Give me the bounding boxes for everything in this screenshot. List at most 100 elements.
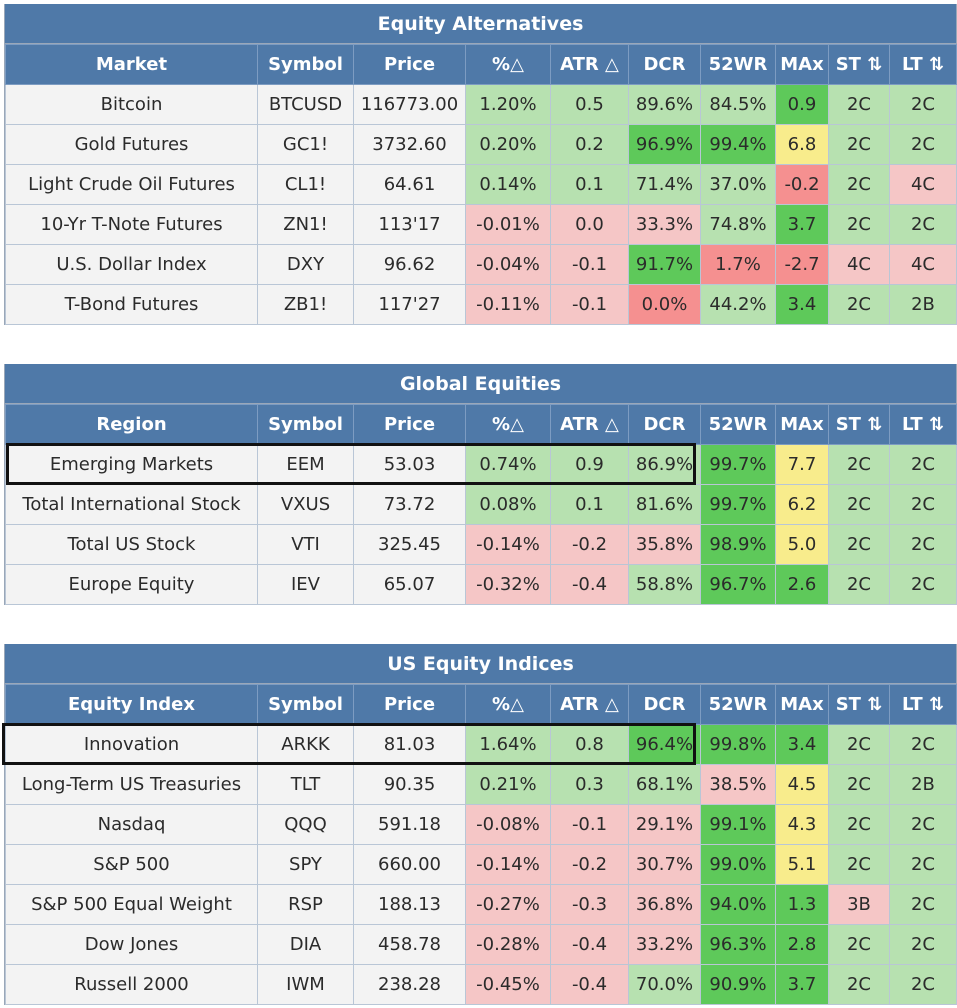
col-header-symbol: Symbol <box>257 44 354 85</box>
col-header-atr-change: ATR △ <box>550 44 629 85</box>
cell-pct-change: -0.11% <box>465 284 551 325</box>
col-header-pct-change: %△ <box>465 404 551 445</box>
cell-st: 2C <box>828 764 890 805</box>
cell-lt: 2C <box>889 124 957 165</box>
cell-52wr: 99.0% <box>700 844 776 885</box>
table-row: 10-Yr T-Note Futures ZN1! 113'17 -0.01% 0.0 3… <box>5 204 957 245</box>
cell-dcr: 0.0% <box>628 284 701 325</box>
cell-max: 3.7 <box>775 964 829 1005</box>
cell-52wr: 99.7% <box>700 484 776 525</box>
cell-name: Light Crude Oil Futures <box>5 164 258 205</box>
cell-dcr: 58.8% <box>628 564 701 605</box>
cell-st: 2C <box>828 124 890 165</box>
cell-symbol: BTCUSD <box>257 84 354 125</box>
cell-atr-change: -0.1 <box>550 244 629 285</box>
cell-symbol: CL1! <box>257 164 354 205</box>
cell-st: 2C <box>828 724 890 765</box>
cell-price: 64.61 <box>353 164 466 205</box>
cell-52wr: 74.8% <box>700 204 776 245</box>
col-header-dcr: DCR <box>628 404 701 445</box>
cell-price: 325.45 <box>353 524 466 565</box>
cell-name: Gold Futures <box>5 124 258 165</box>
cell-lt: 2C <box>889 484 957 525</box>
cell-lt: 4C <box>889 164 957 205</box>
cell-name: Nasdaq <box>5 804 258 845</box>
cell-lt: 2C <box>889 724 957 765</box>
cell-dcr: 36.8% <box>628 884 701 925</box>
cell-dcr: 81.6% <box>628 484 701 525</box>
cell-st: 2C <box>828 924 890 965</box>
cell-52wr: 44.2% <box>700 284 776 325</box>
col-header-dcr: DCR <box>628 44 701 85</box>
col-header-max: MAx <box>775 44 829 85</box>
cell-price: 188.13 <box>353 884 466 925</box>
cell-price: 73.72 <box>353 484 466 525</box>
col-header-52wr: 52WR <box>700 684 776 725</box>
cell-dcr: 71.4% <box>628 164 701 205</box>
table-row: S&P 500 SPY 660.00 -0.14% -0.2 30.7% 99.0% 5.1 2… <box>5 844 957 885</box>
col-header-dcr: DCR <box>628 684 701 725</box>
cell-pct-change: -0.28% <box>465 924 551 965</box>
cell-max: 4.3 <box>775 804 829 845</box>
cell-atr-change: 0.9 <box>550 444 629 485</box>
cell-dcr: 33.3% <box>628 204 701 245</box>
col-header-price: Price <box>353 684 466 725</box>
col-header-lt: LT ⇅ <box>889 404 957 445</box>
col-header-52wr: 52WR <box>700 404 776 445</box>
cell-price: 660.00 <box>353 844 466 885</box>
cell-symbol: VXUS <box>257 484 354 525</box>
cell-symbol: GC1! <box>257 124 354 165</box>
cell-dcr: 35.8% <box>628 524 701 565</box>
cell-pct-change: 0.08% <box>465 484 551 525</box>
cell-price: 81.03 <box>353 724 466 765</box>
cell-max: 1.3 <box>775 884 829 925</box>
cell-max: 2.6 <box>775 564 829 605</box>
cell-max: 5.1 <box>775 844 829 885</box>
cell-st: 2C <box>828 284 890 325</box>
cell-max: 5.0 <box>775 524 829 565</box>
cell-max: 0.9 <box>775 84 829 125</box>
section-equity-alternatives: Equity Alternatives Market Symbol Price %△ A… <box>4 4 957 325</box>
cell-lt: 2B <box>889 284 957 325</box>
cell-symbol: ARKK <box>257 724 354 765</box>
cell-symbol: QQQ <box>257 804 354 845</box>
cell-52wr: 37.0% <box>700 164 776 205</box>
cell-name: Innovation <box>5 724 258 765</box>
cell-st: 2C <box>828 444 890 485</box>
cell-atr-change: -0.4 <box>550 924 629 965</box>
cell-atr-change: 0.5 <box>550 84 629 125</box>
col-header-name: Equity Index <box>5 684 258 725</box>
cell-lt: 2C <box>889 844 957 885</box>
cell-52wr: 38.5% <box>700 764 776 805</box>
cell-symbol: RSP <box>257 884 354 925</box>
table-row: Emerging Markets EEM 53.03 0.74% 0.9 86.9% 99.… <box>5 444 957 485</box>
cell-st: 2C <box>828 844 890 885</box>
cell-atr-change: -0.1 <box>550 284 629 325</box>
table-row: Europe Equity IEV 65.07 -0.32% -0.4 58.8% 96.7… <box>5 564 957 605</box>
cell-name: Dow Jones <box>5 924 258 965</box>
cell-dcr: 30.7% <box>628 844 701 885</box>
cell-pct-change: -0.27% <box>465 884 551 925</box>
table-row: Light Crude Oil Futures CL1! 64.61 0.14% 0.1… <box>5 164 957 205</box>
table-row: Gold Futures GC1! 3732.60 0.20% 0.2 96.9% 99.4… <box>5 124 957 165</box>
cell-dcr: 33.2% <box>628 924 701 965</box>
cell-st: 2C <box>828 164 890 205</box>
table-row: Bitcoin BTCUSD 116773.00 1.20% 0.5 89.6% 84.5%… <box>5 84 957 125</box>
table-row: Innovation ARKK 81.03 1.64% 0.8 96.4% 99.8% 3.4… <box>5 724 957 765</box>
cell-lt: 4C <box>889 244 957 285</box>
header-row: Market Symbol Price %△ ATR △ DCR 52WR MAx ST ⇅ LT… <box>5 44 957 85</box>
cell-dcr: 91.7% <box>628 244 701 285</box>
col-header-price: Price <box>353 404 466 445</box>
table-row: Total International Stock VXUS 73.72 0.08% 0… <box>5 484 957 525</box>
cell-name: Bitcoin <box>5 84 258 125</box>
col-header-st: ST ⇅ <box>828 404 890 445</box>
cell-lt: 2C <box>889 204 957 245</box>
cell-pct-change: -0.32% <box>465 564 551 605</box>
table-equity-alternatives: Market Symbol Price %△ ATR △ DCR 52WR MAx ST ⇅ LT… <box>5 44 957 325</box>
cell-name: S&P 500 Equal Weight <box>5 884 258 925</box>
table-row: Dow Jones DIA 458.78 -0.28% -0.4 33.2% 96.3% 2.… <box>5 924 957 965</box>
cell-pct-change: 0.21% <box>465 764 551 805</box>
cell-name: Emerging Markets <box>5 444 258 485</box>
col-header-max: MAx <box>775 404 829 445</box>
cell-atr-change: -0.4 <box>550 964 629 1005</box>
